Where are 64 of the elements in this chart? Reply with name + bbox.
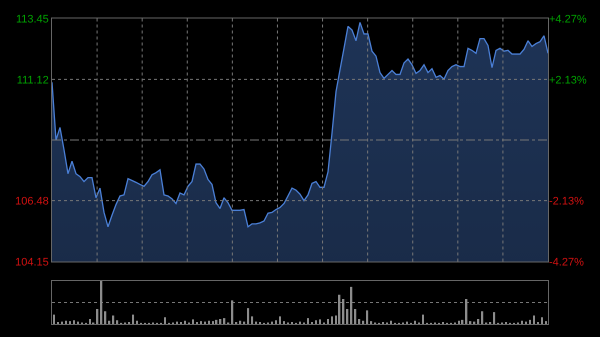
bar	[465, 299, 468, 324]
bar	[533, 316, 535, 324]
y-tick-label: 111.12	[16, 74, 49, 86]
bar	[53, 314, 55, 324]
bar	[69, 321, 71, 324]
y2-tick-label: +4.27%	[549, 13, 587, 26]
bar	[493, 312, 496, 324]
bar	[545, 321, 547, 324]
bar	[132, 314, 134, 324]
bar	[136, 320, 138, 324]
bar	[208, 320, 210, 324]
y-tick-label: 106.48	[15, 195, 49, 208]
bar	[100, 280, 102, 324]
bar	[370, 321, 372, 324]
y2-tick-label: -4.27%	[549, 256, 584, 268]
bar	[350, 286, 352, 324]
bar	[315, 320, 317, 324]
bar	[338, 294, 340, 324]
bar	[61, 322, 63, 324]
bar	[275, 320, 277, 324]
bar	[243, 322, 246, 324]
y-tick-label: 113.45	[16, 13, 49, 26]
bar	[521, 320, 523, 324]
bar	[414, 320, 416, 324]
bar	[283, 321, 285, 324]
bar	[422, 314, 424, 324]
bar	[212, 321, 214, 324]
bar	[239, 320, 242, 324]
bar	[164, 317, 166, 324]
bar	[215, 320, 218, 324]
bar	[362, 320, 364, 324]
y-tick-label: 104.15	[15, 256, 49, 268]
bar	[255, 322, 258, 324]
bar	[525, 322, 527, 324]
bar	[251, 316, 254, 324]
bar	[319, 319, 321, 324]
bar	[247, 308, 250, 324]
bar	[458, 320, 460, 324]
bar	[541, 317, 543, 324]
bar	[65, 320, 67, 324]
bar	[200, 321, 202, 324]
bar	[327, 319, 329, 324]
y2-tick-label: -2.13%	[549, 195, 584, 208]
bar	[176, 322, 178, 324]
bar	[192, 319, 194, 324]
bar	[307, 318, 309, 324]
bar	[331, 316, 333, 324]
bar	[204, 322, 206, 324]
bar	[223, 318, 226, 324]
bar	[299, 322, 301, 324]
bar	[406, 322, 408, 324]
bar	[279, 316, 281, 324]
bar	[390, 320, 392, 324]
bar	[481, 311, 484, 324]
bar	[89, 319, 91, 324]
bar	[529, 320, 531, 324]
bar	[73, 320, 75, 324]
bar	[271, 322, 273, 324]
bar	[219, 319, 222, 324]
bar	[184, 320, 186, 324]
bar	[77, 322, 79, 324]
y2-tick-label: +2.13%	[549, 74, 587, 86]
bar	[366, 310, 368, 324]
bar	[473, 322, 476, 324]
